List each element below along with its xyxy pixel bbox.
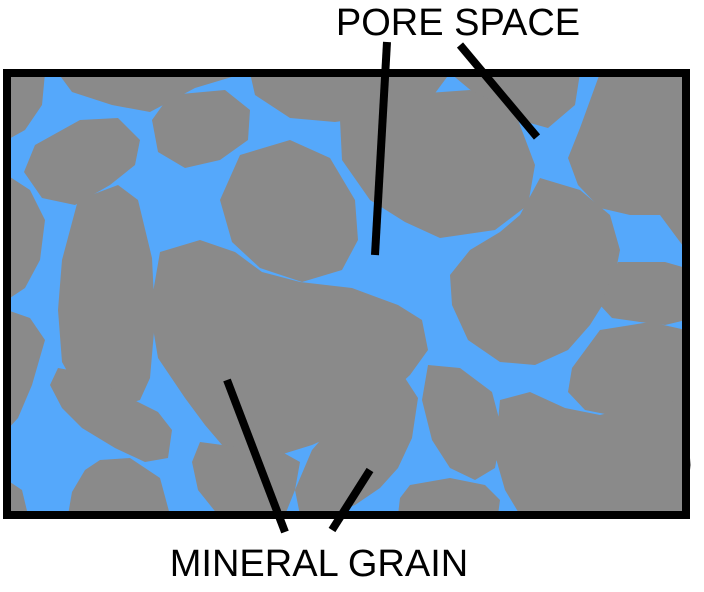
mineral-grain-label: MINERAL GRAIN [170, 543, 468, 585]
mineral-grain [7, 480, 28, 515]
mineral-grain [600, 262, 686, 325]
mineral-grains [7, 73, 686, 515]
pore-space-leader-line [371, 41, 391, 256]
mineral-grain-leader-line [328, 467, 374, 533]
sample-frame [3, 69, 690, 519]
leader-lines [223, 41, 541, 534]
mineral-grain [50, 368, 172, 462]
mineral-grain [7, 310, 45, 430]
mineral-grain [450, 178, 620, 365]
mineral-grain [220, 140, 358, 282]
mineral-grain [58, 73, 245, 112]
mineral-grain [495, 392, 686, 515]
mineral-grain [68, 458, 170, 515]
mineral-grain [7, 73, 45, 140]
mineral-grain [398, 478, 500, 515]
mineral-grain [58, 185, 155, 408]
mineral-grain [568, 73, 686, 250]
mineral-grain [450, 73, 580, 128]
pore-space-label: PORE SPACE [336, 2, 580, 44]
mineral-grain [568, 322, 686, 418]
pore-space-leader-line [456, 42, 541, 140]
mineral-grain [7, 175, 45, 300]
mineral-grain [152, 90, 250, 168]
mineral-grain [422, 365, 502, 480]
mineral-grain [295, 378, 418, 515]
mineral-grain [24, 118, 140, 205]
mineral-grain-leader-line [223, 378, 289, 534]
mineral-grain [340, 90, 535, 238]
